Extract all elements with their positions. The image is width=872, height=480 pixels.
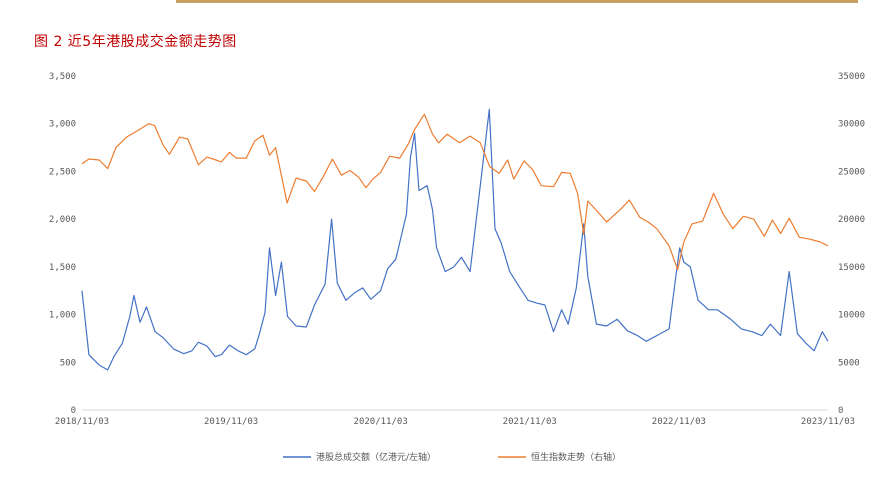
left-y-tick-label: 3,500 (49, 72, 76, 82)
x-tick-label: 2023/11/03 (801, 417, 855, 427)
x-tick-label: 2018/11/03 (55, 417, 109, 427)
left-y-axis: 0 500 1,000 1,500 2,000 2,500 3,000 3,500 (49, 72, 76, 416)
right-y-tick-label: 25000 (838, 167, 865, 177)
left-y-tick-label: 500 (60, 358, 76, 368)
right-y-axis: 0 5000 10000 15000 20000 25000 30000 35000 (838, 72, 865, 416)
left-y-tick-label: 1,000 (49, 311, 76, 321)
left-y-tick-label: 2,500 (49, 167, 76, 177)
left-y-tick-label: 2,000 (49, 215, 76, 225)
legend-label: 恒生指数走势（右轴） (531, 451, 621, 463)
x-axis: 2018/11/03 2019/11/03 2020/11/03 2021/11/03… (55, 417, 855, 427)
series-layer (81, 108, 829, 371)
right-y-tick-label: 20000 (838, 215, 865, 225)
x-tick-label: 2019/11/03 (204, 417, 258, 427)
x-tick-label: 2020/11/03 (354, 417, 408, 427)
right-y-tick-label: 10000 (838, 311, 865, 321)
right-y-tick-label: 0 (838, 406, 843, 416)
turnover-series-line (81, 108, 829, 371)
left-y-tick-label: 1,500 (49, 263, 76, 273)
legend-label: 港股总成交额（亿港元/左轴） (316, 451, 436, 463)
left-y-tick-label: 3,000 (49, 120, 76, 130)
x-tick-label: 2021/11/03 (503, 417, 557, 427)
figure-title: 图 2 近5年港股成交金额走势图 (34, 34, 237, 50)
legend: 港股总成交额（亿港元/左轴） 恒生指数走势（右轴） (283, 451, 621, 463)
right-y-tick-label: 35000 (838, 72, 865, 82)
x-tick-label: 2022/11/03 (652, 417, 706, 427)
hsi-series-line (81, 113, 829, 271)
right-y-tick-label: 5000 (838, 358, 860, 368)
right-y-tick-label: 30000 (838, 120, 865, 130)
top-rule (176, 0, 858, 3)
right-y-tick-label: 15000 (838, 263, 865, 273)
left-y-tick-label: 0 (71, 406, 76, 416)
